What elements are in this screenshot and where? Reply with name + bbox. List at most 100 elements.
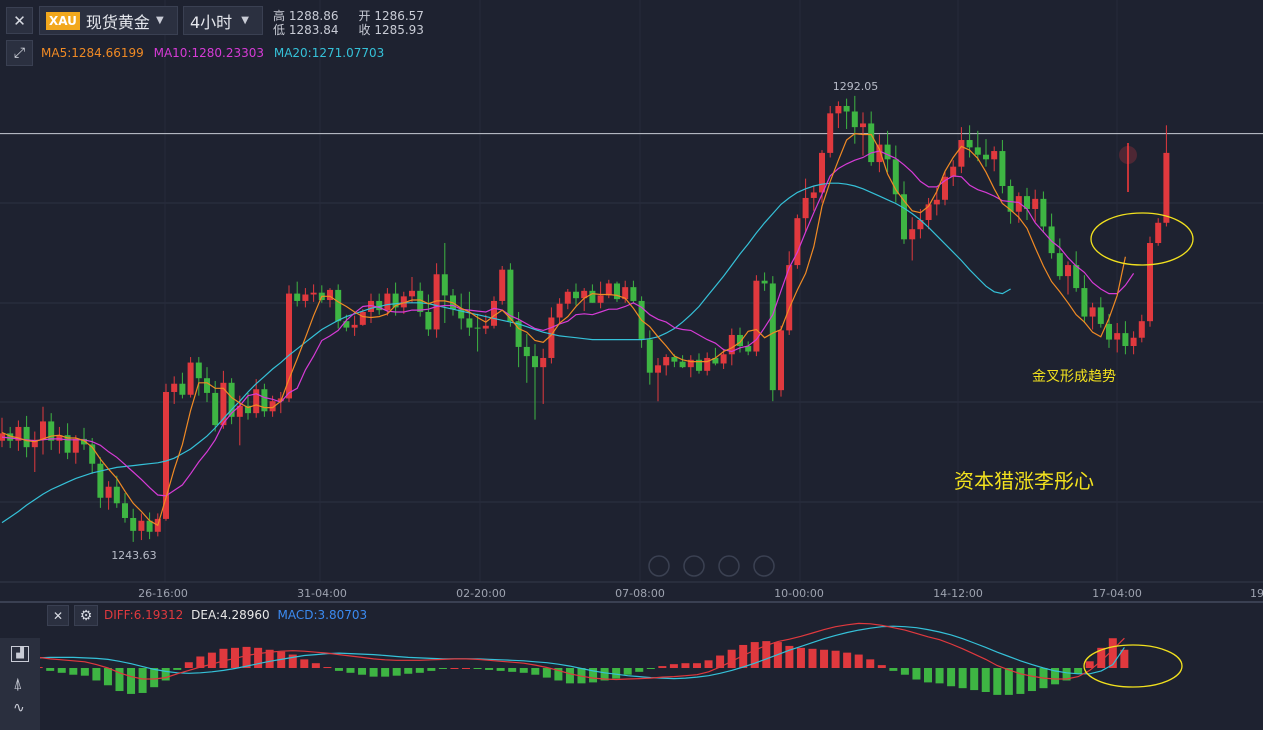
- drawing-tool-icon[interactable]: ⍋: [13, 674, 23, 693]
- macd-bar: [161, 668, 170, 681]
- macd-bar: [127, 668, 136, 694]
- period-label: 4小时: [190, 12, 233, 32]
- candle-body: [892, 159, 899, 195]
- indicator-icon[interactable]: ∿: [13, 700, 25, 716]
- candle-body: [327, 289, 333, 301]
- macd-bar: [369, 668, 378, 677]
- macd-bar: [138, 668, 147, 693]
- candle-body: [23, 426, 30, 448]
- macd-bar: [46, 668, 55, 671]
- candle-body: [499, 269, 506, 301]
- period-selector[interactable]: 4小时 ▼: [183, 6, 263, 35]
- candle-body: [7, 433, 14, 441]
- candle-body: [1138, 321, 1145, 338]
- macd-bar: [115, 668, 124, 692]
- candle-body: [868, 123, 875, 163]
- chart-type-icon[interactable]: ▟: [11, 646, 29, 662]
- macd-bar: [554, 668, 563, 681]
- macd-bar: [600, 668, 609, 681]
- candle-body: [966, 140, 973, 148]
- macd-bar: [219, 648, 228, 668]
- macd-bar: [970, 668, 979, 691]
- macd-bar: [739, 644, 748, 668]
- candle-body: [761, 280, 768, 284]
- candle-body: [409, 290, 415, 297]
- macd-legend: DIFF:6.19312 DEA:4.28960 MACD:3.80703: [104, 608, 367, 622]
- candle-body: [351, 324, 358, 328]
- x-tick-label: 17-04:00: [1092, 587, 1142, 600]
- macd-bar: [877, 665, 886, 668]
- candle-body: [1032, 198, 1039, 209]
- candle-body: [417, 290, 424, 312]
- low-label: 低: [273, 23, 286, 37]
- macd-bar: [1108, 638, 1117, 668]
- macd-bar: [854, 654, 863, 668]
- macd-bar: [727, 649, 736, 668]
- watermark-text: 资本猎涨李彤心: [954, 469, 1094, 493]
- candle-body: [392, 293, 399, 308]
- candle-body: [187, 362, 194, 395]
- candle-body: [851, 111, 858, 128]
- candle-body: [1065, 265, 1071, 277]
- open-label: 开: [358, 9, 371, 23]
- x-tick-label: 10-00:00: [774, 587, 824, 600]
- marked-low-label: 1243.63: [111, 549, 157, 562]
- candle-body: [425, 311, 432, 330]
- macd-bar: [438, 668, 447, 669]
- candle-body: [384, 293, 391, 311]
- macd-bar: [831, 650, 840, 668]
- symbol-name: 现货黄金: [85, 12, 150, 32]
- close-value: 1285.93: [374, 23, 424, 37]
- close-button[interactable]: ✕: [6, 7, 33, 34]
- candle-body: [974, 147, 981, 155]
- gear-icon: ⚙: [79, 607, 93, 624]
- candle-body: [532, 356, 538, 368]
- macd-bar: [669, 664, 678, 668]
- macd-bar: [404, 668, 413, 674]
- macd-bar: [184, 662, 193, 668]
- macd-bar: [843, 652, 852, 668]
- golden-cross-circle-main: [1090, 212, 1194, 266]
- candle-body: [810, 192, 817, 198]
- candle-body: [441, 274, 448, 296]
- expand-button[interactable]: ⤢: [6, 40, 33, 66]
- candle-body: [1007, 185, 1014, 212]
- x-tick-label: 19: [1250, 587, 1263, 600]
- symbol-selector[interactable]: XAU 现货黄金 ▼: [39, 6, 178, 35]
- macd-bar: [519, 668, 528, 673]
- playback-controls[interactable]: [648, 555, 775, 577]
- candle-body: [458, 309, 465, 319]
- macd-bar: [762, 641, 771, 668]
- candle-body: [933, 199, 940, 205]
- candle-body: [819, 152, 825, 193]
- high-label: 高: [273, 9, 286, 23]
- macd-bar: [716, 655, 725, 668]
- macd-bar: [623, 668, 632, 675]
- candle-body: [523, 346, 530, 357]
- candle-body: [122, 503, 128, 518]
- macd-bar: [750, 642, 759, 668]
- candle-body: [712, 357, 719, 364]
- macd-bar: [1004, 668, 1013, 695]
- candle-body: [400, 296, 407, 308]
- ma20-legend: MA20:1271.07703: [273, 46, 385, 60]
- candle-body: [294, 293, 301, 301]
- candle-body: [515, 321, 522, 347]
- macd-bar: [288, 654, 297, 668]
- candle-body: [704, 357, 711, 371]
- macd-settings-button[interactable]: ⚙: [74, 605, 98, 626]
- candle-body: [343, 321, 350, 328]
- macd-bar: [808, 648, 817, 668]
- candle-body: [540, 357, 547, 368]
- macd-bar: [912, 668, 921, 680]
- candle-body: [597, 295, 604, 303]
- macd-close-button[interactable]: ✕: [47, 605, 69, 626]
- macd-bar: [900, 668, 909, 675]
- symbol-badge: XAU: [46, 11, 80, 30]
- macd-bar: [565, 668, 574, 684]
- macd-bar: [311, 663, 320, 668]
- candle-body: [991, 151, 998, 160]
- candle-body: [482, 325, 489, 329]
- candle-body: [97, 463, 104, 498]
